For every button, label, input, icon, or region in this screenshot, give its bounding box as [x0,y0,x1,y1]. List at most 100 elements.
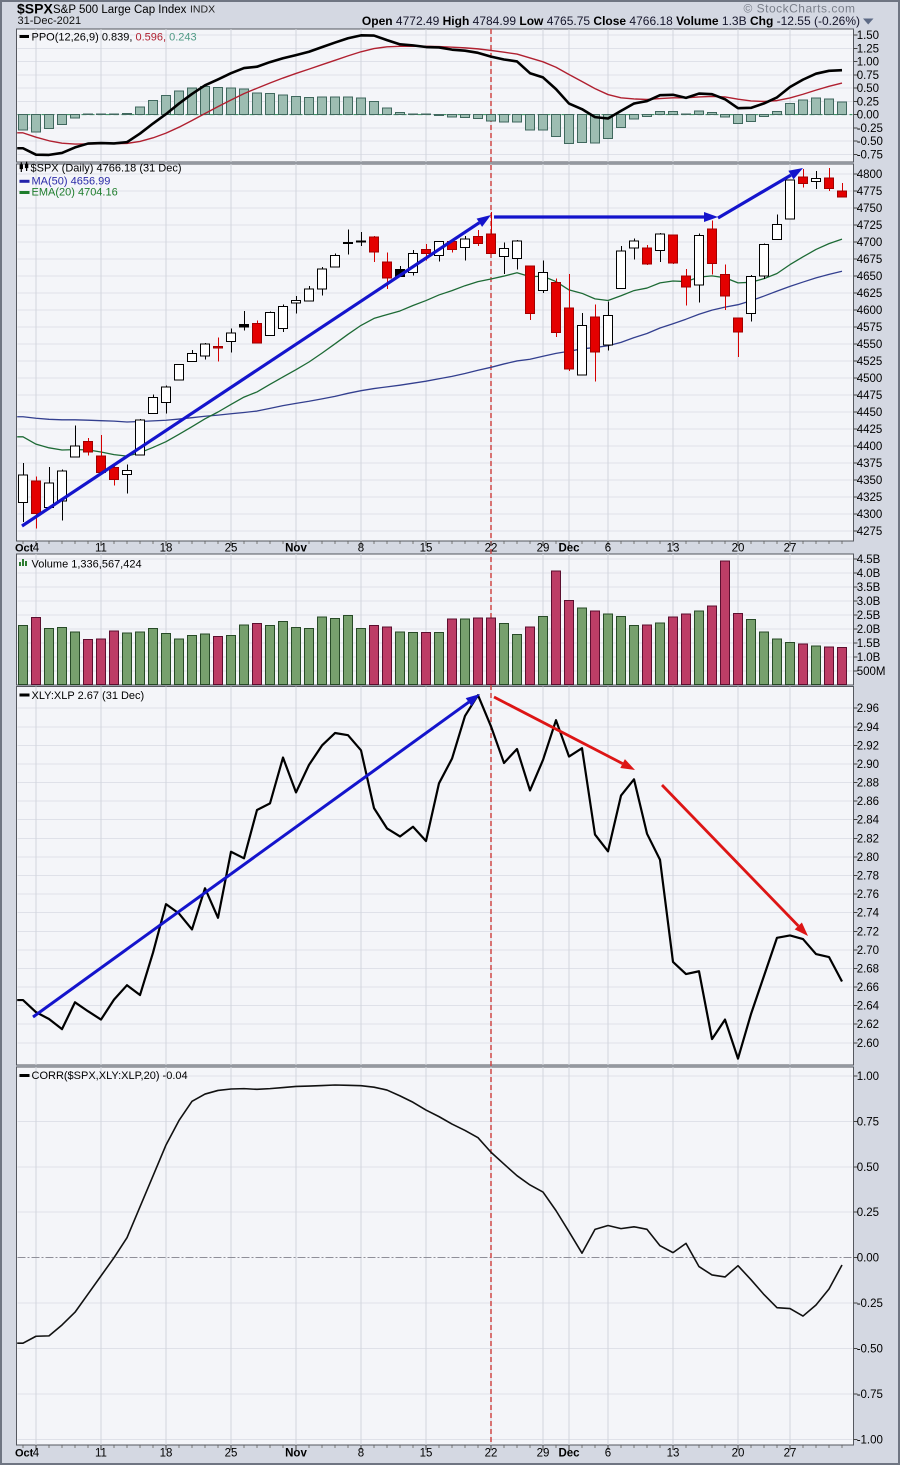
svg-text:-0.50: -0.50 [857,1344,883,1356]
svg-text:22: 22 [485,543,498,555]
svg-text:2.74: 2.74 [857,908,880,920]
svg-text:4675: 4675 [857,254,883,266]
svg-text:1.5B: 1.5B [857,638,881,650]
svg-text:-1.00: -1.00 [857,1435,883,1447]
svg-text:4: 4 [33,543,40,555]
svg-text:3.0B: 3.0B [857,596,881,608]
svg-text:MA(50) 4656.99: MA(50) 4656.99 [32,176,111,188]
svg-text:13: 13 [667,543,680,555]
svg-text:-0.25: -0.25 [857,123,883,135]
svg-text:20: 20 [732,543,745,555]
svg-text:2.0B: 2.0B [857,624,881,636]
svg-text:31-Dec-2021: 31-Dec-2021 [18,15,82,27]
svg-text:2.78: 2.78 [857,871,879,883]
svg-text:2.88: 2.88 [857,778,879,790]
svg-text:3.5B: 3.5B [857,582,881,594]
svg-text:4450: 4450 [857,407,883,419]
svg-text:S&P 500 Large Cap Index: S&P 500 Large Cap Index [53,4,187,16]
svg-text:EMA(20) 4704.16: EMA(20) 4704.16 [32,187,118,199]
svg-text:0.75: 0.75 [857,1116,879,1128]
svg-text:2.66: 2.66 [857,982,879,994]
svg-text:4575: 4575 [857,322,883,334]
svg-text:0.50: 0.50 [857,83,879,95]
svg-text:2.82: 2.82 [857,833,879,845]
svg-text:2.86: 2.86 [857,796,879,808]
svg-text:4600: 4600 [857,305,883,317]
svg-text:Nov: Nov [285,1448,307,1460]
svg-text:2.94: 2.94 [857,722,880,734]
svg-text:2.84: 2.84 [857,815,880,827]
svg-text:6: 6 [605,1448,611,1460]
svg-text:29: 29 [537,543,550,555]
svg-text:4300: 4300 [857,509,883,521]
svg-text:© StockCharts.com: © StockCharts.com [743,2,855,16]
svg-text:4775: 4775 [857,186,883,198]
svg-text:27: 27 [784,1448,797,1460]
svg-text:-0.75: -0.75 [857,1389,883,1401]
svg-text:CORR($SPX,XLY:XLP,20) -0.04: CORR($SPX,XLY:XLP,20) -0.04 [32,1070,188,1082]
svg-text:6: 6 [605,543,611,555]
svg-text:4325: 4325 [857,492,883,504]
svg-text:1.50: 1.50 [857,30,879,42]
svg-text:1.25: 1.25 [857,43,879,55]
svg-text:500M: 500M [857,666,886,678]
svg-text:$SPX (Daily) 4766.18 (31 Dec): $SPX (Daily) 4766.18 (31 Dec) [31,163,182,175]
svg-text:2.5B: 2.5B [857,610,881,622]
svg-text:0.25: 0.25 [857,96,879,108]
svg-text:1.00: 1.00 [857,57,879,69]
svg-text:4350: 4350 [857,475,883,487]
svg-text:4800: 4800 [857,169,883,181]
svg-text:2.64: 2.64 [857,1001,880,1013]
svg-text:2.72: 2.72 [857,926,879,938]
svg-text:29: 29 [537,1448,550,1460]
svg-text:4: 4 [33,1448,40,1460]
svg-text:XLY:XLP 2.67 (31 Dec): XLY:XLP 2.67 (31 Dec) [32,690,145,702]
svg-text:4700: 4700 [857,237,883,249]
svg-text:18: 18 [160,1448,173,1460]
svg-text:4625: 4625 [857,288,883,300]
svg-text:Oct: Oct [15,543,34,555]
svg-text:2.96: 2.96 [857,703,879,715]
svg-text:0.00: 0.00 [857,1253,879,1265]
svg-text:2.70: 2.70 [857,945,879,957]
svg-text:Dec: Dec [558,1448,580,1460]
svg-text:INDX: INDX [190,4,215,16]
svg-text:4275: 4275 [857,526,883,538]
svg-text:13: 13 [667,1448,680,1460]
svg-text:25: 25 [225,543,238,555]
svg-text:1.00: 1.00 [857,1071,879,1083]
svg-text:18: 18 [160,543,173,555]
svg-text:0.25: 0.25 [857,1207,879,1219]
svg-text:15: 15 [420,1448,433,1460]
svg-text:-0.25: -0.25 [857,1298,883,1310]
svg-text:4525: 4525 [857,356,883,368]
svg-text:-0.50: -0.50 [857,136,883,148]
svg-text:1.0B: 1.0B [857,652,881,664]
svg-text:4725: 4725 [857,220,883,232]
svg-text:4400: 4400 [857,441,883,453]
svg-text:20: 20 [732,1448,745,1460]
svg-text:2.92: 2.92 [857,740,879,752]
svg-text:4.5B: 4.5B [857,554,881,566]
svg-text:4650: 4650 [857,271,883,283]
svg-text:4500: 4500 [857,373,883,385]
svg-text:Volume 1,336,567,424: Volume 1,336,567,424 [32,559,142,571]
svg-text:$SPX: $SPX [17,1,53,17]
svg-text:Dec: Dec [558,543,580,555]
svg-text:4425: 4425 [857,424,883,436]
svg-text:2.80: 2.80 [857,852,879,864]
svg-text:0.75: 0.75 [857,70,879,82]
svg-text:25: 25 [225,1448,238,1460]
svg-text:2.62: 2.62 [857,1019,879,1031]
svg-text:8: 8 [358,1448,364,1460]
svg-text:8: 8 [358,543,364,555]
svg-text:4.0B: 4.0B [857,568,881,580]
svg-text:22: 22 [485,1448,498,1460]
svg-text:PPO(12,26,9) 0.839, 0.596, 0.2: PPO(12,26,9) 0.839, 0.596, 0.243 [32,32,197,44]
svg-text:Oct: Oct [15,1448,34,1460]
svg-text:4550: 4550 [857,339,883,351]
svg-text:0.00: 0.00 [857,110,879,122]
svg-text:2.60: 2.60 [857,1038,879,1050]
svg-text:11: 11 [95,1448,107,1460]
svg-text:11: 11 [95,543,107,555]
